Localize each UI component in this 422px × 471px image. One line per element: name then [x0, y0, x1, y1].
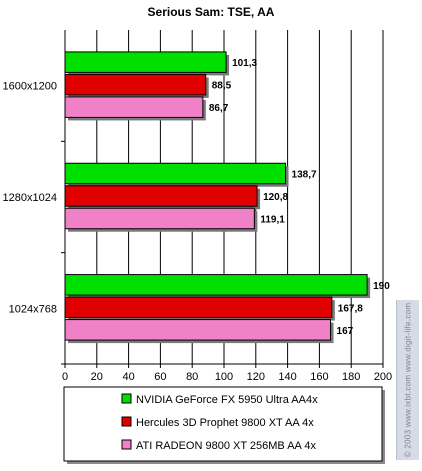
bar — [64, 319, 332, 341]
bar — [64, 274, 368, 296]
category-label: 1600x1200 — [3, 81, 57, 93]
x-tick-label: 160 — [310, 371, 328, 383]
legend-label: NVIDIA GeForce FX 5950 Ultra AA4x — [136, 394, 318, 406]
data-label: 101,3 — [232, 58, 257, 69]
category-label: 1024x768 — [9, 303, 57, 315]
x-tick-label: 140 — [278, 371, 296, 383]
data-label: 119,1 — [260, 215, 285, 226]
x-tick-label: 100 — [215, 371, 233, 383]
x-tick-label: 180 — [342, 371, 360, 383]
x-tick-label: 40 — [122, 371, 134, 383]
legend — [63, 386, 383, 462]
bar — [64, 207, 255, 230]
legend-swatch — [121, 393, 132, 404]
data-label: 190 — [373, 281, 390, 292]
legend-swatch — [121, 439, 132, 450]
legend-swatch — [121, 416, 132, 427]
data-label: 86,7 — [209, 103, 229, 114]
x-tick-label: 200 — [374, 371, 392, 383]
data-label: 167,8 — [338, 303, 363, 314]
x-tick-label: 20 — [91, 371, 103, 383]
x-tick-label: 80 — [186, 371, 198, 383]
x-tick-label: 120 — [247, 371, 265, 383]
legend-label: ATI RADEON 9800 XT 256MB AA 4x — [136, 440, 316, 452]
legend-label: Hercules 3D Prophet 9800 XT AA 4x — [136, 417, 314, 429]
bar — [64, 296, 333, 319]
data-label: 88,5 — [212, 81, 232, 92]
watermark: © 2003 www.ixbt.com www.digit-life.com — [396, 300, 419, 460]
data-label: 138,7 — [292, 170, 317, 181]
data-label: 120,8 — [263, 192, 288, 203]
category-label: 1280x1024 — [3, 192, 57, 204]
x-tick-label: 60 — [154, 371, 166, 383]
bar — [64, 162, 287, 185]
chart-title: Serious Sam: TSE, AA — [148, 5, 275, 19]
bar — [64, 185, 258, 207]
bar — [64, 73, 207, 96]
bar — [64, 96, 204, 118]
data-label: 167 — [337, 326, 354, 337]
watermark-text: © 2003 www.ixbt.com www.digit-life.com — [403, 302, 413, 458]
x-tick-label: 0 — [62, 371, 68, 383]
bar — [64, 51, 227, 73]
